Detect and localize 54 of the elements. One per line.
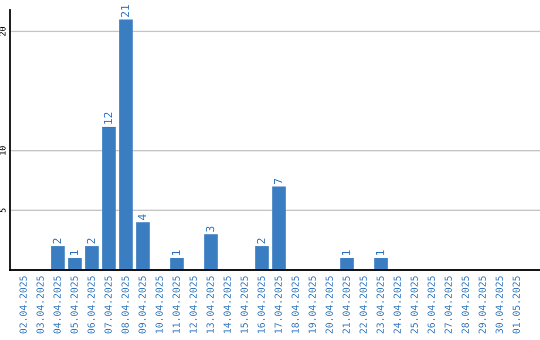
x-tick-label: 26.04.2025 (428, 276, 435, 334)
x-tick-label: 11.04.2025 (172, 276, 180, 333)
x-tick-label: 27.04.2025 (444, 276, 452, 334)
x-tick-label: 24.04.2025 (394, 276, 401, 334)
bar (119, 20, 133, 270)
x-tick-label: 19.04.2025 (308, 276, 316, 333)
x-tick-label: 17.04.2025 (274, 276, 282, 333)
data-label: 1 (376, 250, 384, 255)
x-tick-label: 29.04.2025 (478, 276, 486, 334)
x-tick-label: 21.04.2025 (342, 276, 350, 334)
x-tick-label: 04.04.2025 (53, 276, 61, 334)
x-tick-label: 01.05.2025 (512, 276, 520, 334)
bar (340, 258, 354, 270)
x-tick-label: 07.04.2025 (104, 276, 112, 334)
data-label: 21 (120, 5, 130, 17)
x-tick-label: 03.04.2025 (36, 276, 44, 334)
x-tick-label: 25.04.2025 (410, 276, 418, 334)
x-tick-label: 18.04.2025 (291, 276, 299, 333)
x-tick-label: 05.04.2025 (70, 276, 78, 334)
bar (204, 234, 218, 270)
bar (136, 222, 150, 270)
data-label: 2 (86, 238, 96, 244)
bar (102, 126, 116, 270)
x-tick-label: 23.04.2025 (376, 276, 384, 334)
x-tick-label: 09.04.2025 (138, 276, 146, 334)
x-tick-label: 22.04.2025 (360, 276, 367, 334)
data-label: 2 (52, 238, 62, 244)
bar (170, 258, 184, 270)
x-tick-label: 02.04.2025 (19, 276, 27, 334)
x-tick-label: 28.04.2025 (462, 276, 469, 334)
bar (255, 246, 269, 270)
x-tick-label: 08.04.2025 (121, 276, 129, 334)
x-tick-label: 06.04.2025 (87, 276, 95, 334)
data-label: 3 (206, 226, 214, 232)
bar (85, 246, 99, 270)
bar (272, 186, 286, 270)
data-label: 7 (274, 178, 282, 184)
bar (68, 258, 82, 270)
x-tick-label: 30.04.2025 (496, 276, 503, 334)
data-label: 1 (70, 250, 78, 255)
data-label: 1 (342, 250, 350, 255)
data-label: 4 (138, 214, 146, 220)
bar (374, 258, 388, 270)
data-label: 2 (256, 238, 266, 244)
x-tick-label: 12.04.2025 (189, 276, 197, 333)
data-label: 1 (172, 250, 180, 255)
x-tick-label: 20.04.2025 (326, 276, 333, 334)
x-tick-label: 13.04.2025 (206, 276, 214, 333)
bar (51, 246, 65, 270)
x-tick-label: 10.04.2025 (155, 276, 163, 333)
x-tick-label: 15.04.2025 (240, 276, 248, 333)
data-label: 12 (104, 112, 112, 124)
x-tick-label: 16.04.2025 (257, 276, 265, 333)
x-tick-label: 14.04.2025 (223, 276, 231, 333)
